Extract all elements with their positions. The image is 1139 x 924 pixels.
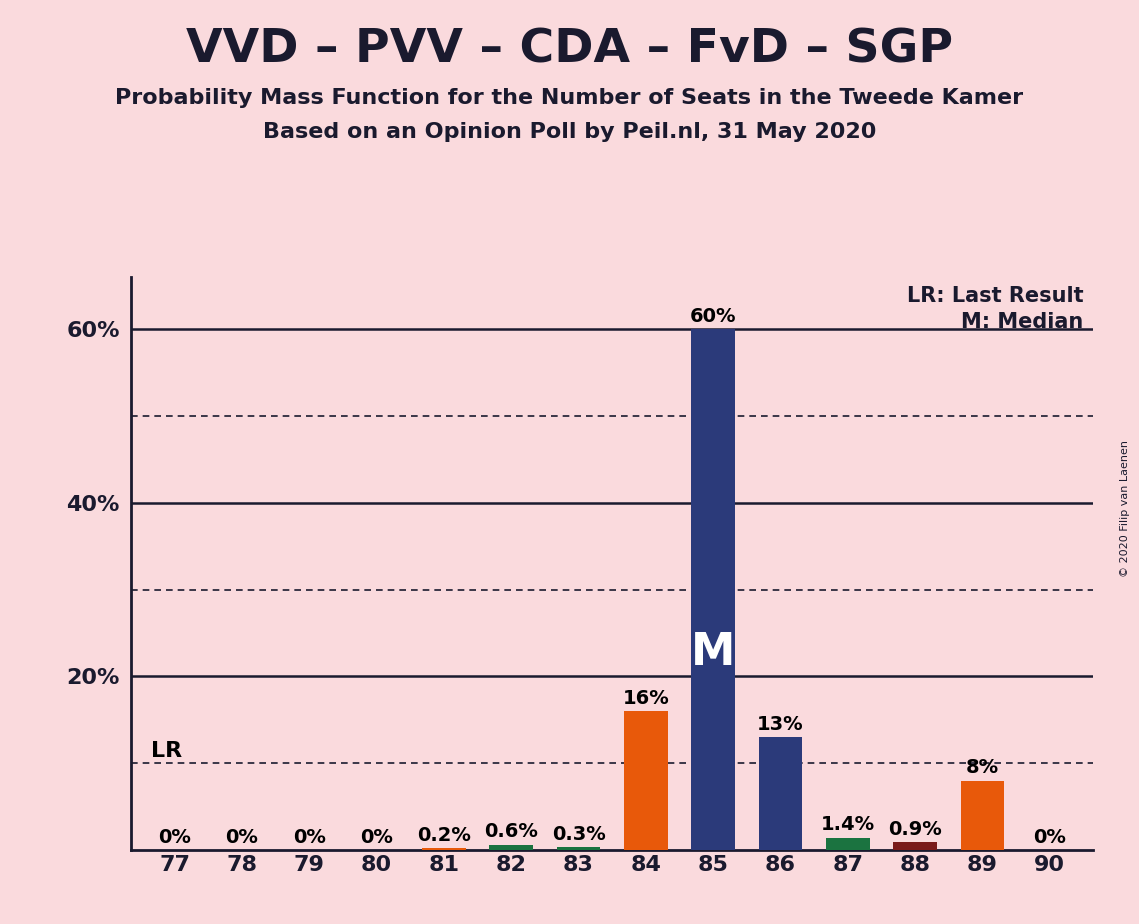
Text: 0.2%: 0.2% [417,826,470,845]
Text: 60%: 60% [690,307,737,326]
Text: 0%: 0% [293,829,326,847]
Text: 1.4%: 1.4% [821,816,875,834]
Text: 8%: 8% [966,759,999,777]
Bar [759,737,802,850]
Text: 0%: 0% [1033,829,1066,847]
Bar [826,838,870,850]
Bar [624,711,667,850]
Text: © 2020 Filip van Laenen: © 2020 Filip van Laenen [1121,440,1130,577]
Bar [557,847,600,850]
Text: 0%: 0% [226,829,259,847]
Text: 0.6%: 0.6% [484,822,539,842]
Bar [691,329,735,850]
Text: 16%: 16% [623,688,670,708]
Text: 13%: 13% [757,715,804,734]
Text: 0.3%: 0.3% [551,825,606,844]
Text: 0.9%: 0.9% [888,820,942,839]
Text: VVD – PVV – CDA – FvD – SGP: VVD – PVV – CDA – FvD – SGP [186,28,953,73]
Bar [423,848,466,850]
Text: 0%: 0% [158,829,191,847]
Text: Probability Mass Function for the Number of Seats in the Tweede Kamer: Probability Mass Function for the Number… [115,88,1024,108]
Text: M: Median: M: Median [961,312,1083,332]
Bar [960,781,1005,850]
Text: LR: LR [151,741,182,760]
Bar [490,845,533,850]
Text: 0%: 0% [360,829,393,847]
Text: LR: Last Result: LR: Last Result [907,286,1083,306]
Text: Based on an Opinion Poll by Peil.nl, 31 May 2020: Based on an Opinion Poll by Peil.nl, 31 … [263,122,876,142]
Bar [893,843,937,850]
Text: M: M [691,631,736,674]
